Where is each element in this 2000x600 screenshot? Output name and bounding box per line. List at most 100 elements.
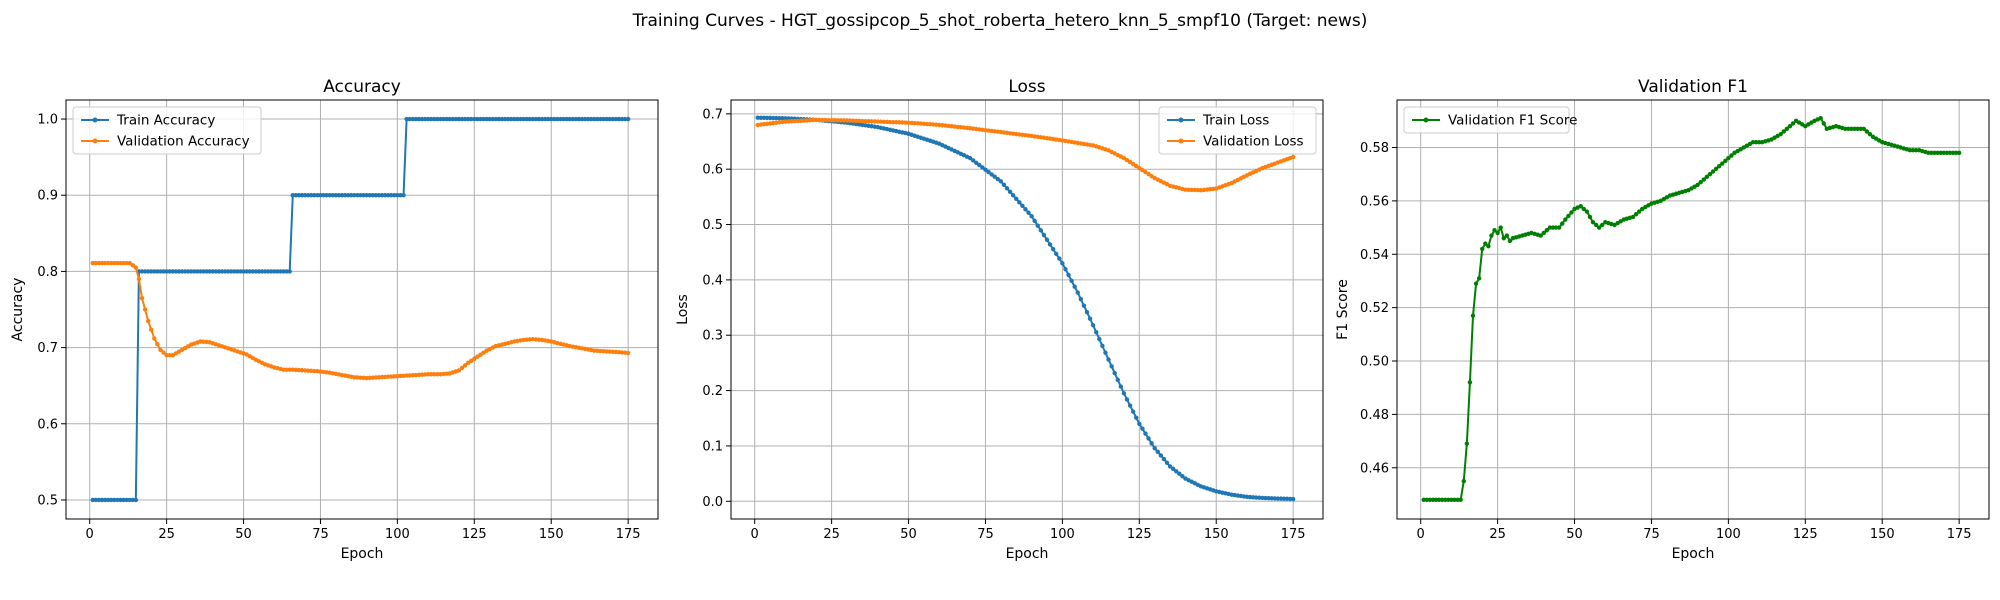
- data-point: [1600, 222, 1605, 228]
- data-point: [983, 167, 988, 172]
- data-point: [253, 269, 259, 274]
- data-point: [382, 193, 388, 198]
- legend-box: [1158, 106, 1317, 155]
- data-point: [355, 193, 360, 198]
- data-point: [109, 260, 114, 266]
- data-point: [604, 116, 609, 122]
- data-point: [1852, 126, 1857, 132]
- legend-label: Validation Accuracy: [117, 134, 250, 150]
- data-point: [1112, 370, 1117, 376]
- data-point: [903, 120, 908, 125]
- data-point: [1550, 225, 1556, 230]
- data-point: [1443, 497, 1448, 502]
- data-point: [576, 116, 582, 122]
- data-point: [1950, 150, 1956, 156]
- data-point: [1726, 155, 1731, 161]
- data-point: [758, 115, 764, 120]
- data-point: [105, 260, 111, 266]
- data-point: [315, 193, 320, 198]
- data-point: [462, 363, 468, 368]
- data-point: [472, 116, 477, 122]
- data-point: [817, 117, 822, 123]
- x-tick-label: 50: [1566, 527, 1583, 542]
- data-point: [133, 497, 139, 503]
- y-axis-label: F1 Score: [1335, 279, 1351, 340]
- y-tick-label: 0.6: [37, 417, 58, 432]
- data-point: [977, 162, 982, 168]
- data-point: [1750, 139, 1756, 145]
- data-point: [1038, 228, 1044, 233]
- data-point: [1103, 350, 1108, 355]
- data-point: [499, 116, 505, 122]
- data-point: [1170, 466, 1176, 472]
- data-point: [358, 193, 363, 198]
- data-point: [832, 118, 837, 123]
- data-point: [389, 193, 394, 198]
- y-axis-label: Accuracy: [10, 278, 26, 342]
- data-point: [1010, 193, 1016, 198]
- data-point: [1094, 329, 1099, 335]
- data-point: [980, 165, 985, 170]
- data-point: [296, 193, 302, 198]
- legend: Train Accuracy Validation Accuracy: [72, 106, 262, 155]
- data-point: [1861, 126, 1866, 132]
- data-point: [1716, 163, 1722, 169]
- data-point: [241, 269, 246, 274]
- data-point: [342, 193, 348, 198]
- data-point: [823, 117, 828, 123]
- data-point: [450, 116, 455, 122]
- data-point: [219, 269, 225, 274]
- data-point: [1553, 225, 1559, 230]
- data-point: [364, 193, 369, 198]
- data-point: [1290, 496, 1296, 502]
- data-point: [1938, 150, 1943, 156]
- y-tick-label: 0.6: [702, 163, 723, 178]
- data-point: [1078, 296, 1084, 302]
- data-point: [232, 269, 237, 274]
- data-point: [481, 116, 486, 122]
- y-tick-label: 1.0: [37, 113, 58, 128]
- data-point: [425, 372, 431, 377]
- data-point: [998, 179, 1004, 184]
- data-point: [118, 260, 123, 266]
- data-point: [118, 497, 123, 503]
- data-point: [149, 327, 154, 332]
- data-point: [1953, 150, 1959, 156]
- data-point: [139, 295, 145, 301]
- data-point: [1458, 497, 1463, 502]
- axes-frame: [730, 99, 1324, 520]
- data-point: [1050, 246, 1056, 252]
- data-point: [173, 269, 179, 274]
- data-point: [198, 269, 203, 274]
- data-point: [1001, 182, 1007, 188]
- data-point: [1596, 225, 1602, 230]
- data-point: [1026, 210, 1031, 215]
- x-tick-label: 75: [977, 527, 994, 542]
- data-point: [1501, 236, 1506, 241]
- data-point: [142, 269, 148, 274]
- data-point: [1100, 343, 1105, 349]
- y-tick-label: 0.54: [1360, 248, 1389, 263]
- data-point: [1790, 121, 1796, 126]
- data-point: [989, 172, 994, 177]
- data-point: [607, 116, 612, 122]
- data-point: [189, 269, 194, 274]
- data-point: [265, 269, 271, 274]
- data-point: [1489, 233, 1494, 238]
- y-tick-label: 0.58: [1360, 141, 1389, 156]
- data-point: [552, 116, 557, 122]
- data-point: [1124, 397, 1130, 402]
- data-point: [90, 497, 95, 503]
- data-point: [1913, 147, 1919, 153]
- data-point: [1926, 150, 1931, 156]
- data-point: [93, 497, 99, 503]
- data-point: [309, 193, 314, 198]
- data-point: [549, 116, 554, 122]
- data-point: [419, 116, 425, 122]
- data-point: [130, 263, 135, 268]
- data-point: [493, 116, 499, 122]
- series-markers-1: [1421, 115, 1962, 502]
- legend-marker: [1178, 138, 1184, 144]
- data-point: [1855, 126, 1860, 132]
- data-point: [1075, 290, 1080, 295]
